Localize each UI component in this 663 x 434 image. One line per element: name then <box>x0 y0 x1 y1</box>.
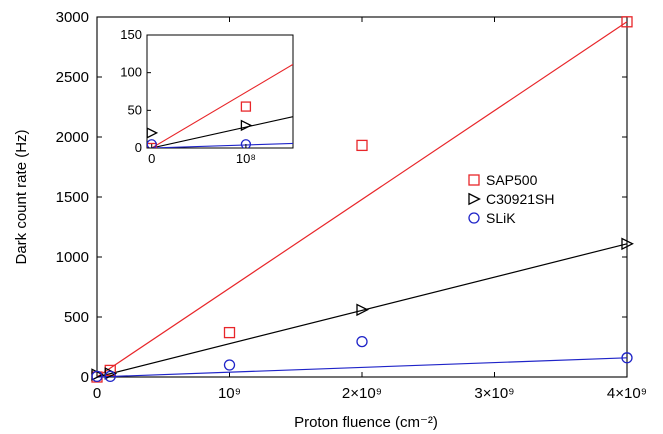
legend: SAP500 C30921SH SLiK <box>468 172 555 226</box>
inset-content <box>147 63 293 148</box>
x-tick-label: 10⁹ <box>218 385 241 402</box>
inset-plot: 0 10⁸ 0 50 100 150 <box>120 27 294 166</box>
inset-data-point-c30921sh <box>240 119 253 132</box>
inset-data-point-slik <box>240 139 252 148</box>
data-point-c30921sh <box>621 237 634 251</box>
inset-fit-line-sap500 <box>150 63 293 148</box>
y-tick-label: 1500 <box>56 189 89 206</box>
inset-y-tick-label: 100 <box>120 65 142 80</box>
x-axis-label: Proton fluence (cm⁻²) <box>294 414 438 431</box>
data-point-slik <box>621 352 633 364</box>
inset-x-tick-label: 10⁸ <box>236 151 256 166</box>
y-tick-label: 1000 <box>56 249 89 266</box>
inset-y-tick-label: 150 <box>120 27 142 42</box>
inset-fit-line-slik <box>147 142 293 148</box>
inset-data-point-slik <box>147 139 157 148</box>
x-tick-label: 3×10⁹ <box>474 385 514 402</box>
data-point-sap500 <box>356 139 368 152</box>
x-tick-label: 4×10⁹ <box>607 385 647 402</box>
fit-line-sap500 <box>96 21 628 378</box>
y-tick-label: 2000 <box>56 129 89 146</box>
x-tick-label: 2×10⁹ <box>342 385 382 402</box>
fit-line-c30921sh <box>96 243 628 378</box>
data-point-slik <box>356 335 368 348</box>
data-point-slik <box>104 370 116 383</box>
legend-marker-sap500 <box>468 174 480 186</box>
inset-fit-line-c30921sh <box>149 116 293 148</box>
data-point-slik <box>91 370 103 383</box>
data-point-c30921sh <box>356 303 369 317</box>
legend-marker-c30921sh <box>468 192 481 206</box>
legend-label-sap500: SAP500 <box>486 172 538 188</box>
main-plot: 0 10⁹ 2×10⁹ 3×10⁹ 4×10⁹050010001500200025003… <box>56 9 647 402</box>
inset-data-point-sap500 <box>240 101 252 112</box>
inset-data-point-c30921sh <box>147 127 159 139</box>
inset-frame <box>146 34 294 149</box>
legend-label-c30921sh: C30921SH <box>486 191 555 207</box>
y-axis-label: Dark count rate (Hz) <box>13 129 30 264</box>
inset-y-tick-label: 50 <box>128 102 142 117</box>
data-point-sap500 <box>621 16 633 28</box>
fit-line-slik <box>96 357 628 378</box>
inset-x-tick-label: 0 <box>148 151 155 166</box>
data-point-sap500 <box>223 326 236 339</box>
data-point-slik <box>223 359 236 371</box>
inset-y-tick-label: 0 <box>135 140 142 155</box>
legend-marker-slik <box>468 212 480 224</box>
y-tick-label: 500 <box>64 309 89 326</box>
y-tick-label: 0 <box>81 369 89 386</box>
y-tick-label: 2500 <box>56 69 89 86</box>
inset-data-point-sap500 <box>147 142 157 148</box>
x-tick-label: 0 <box>93 385 101 402</box>
legend-label-slik: SLiK <box>486 210 516 226</box>
y-tick-label: 3000 <box>56 9 89 26</box>
